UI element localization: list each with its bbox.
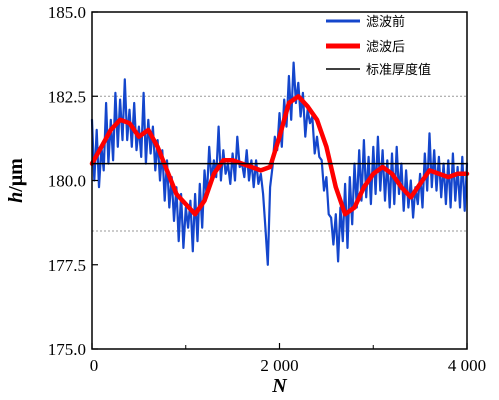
- x-tick-label-2: 4 000: [448, 356, 486, 375]
- x-tick-label-0: 0: [90, 356, 99, 375]
- y-axis-label-unit: /μm: [5, 158, 27, 193]
- legend-label-filtered: 滤波后: [366, 40, 405, 55]
- legend: 滤波前 滤波后 标准厚度值: [326, 14, 431, 78]
- y-tick-label-3: 182.5: [48, 87, 86, 106]
- y-axis-label-symbol: h: [5, 192, 27, 203]
- y-tick-label-1: 177.5: [48, 256, 86, 275]
- x-tick-label-1: 2 000: [260, 356, 298, 375]
- y-tick-label-0: 175.0: [48, 340, 86, 359]
- y-tick-label-4: 185.0: [48, 3, 86, 22]
- axis-ticks: [91, 11, 468, 350]
- series-line-0: [90, 61, 469, 266]
- series-layer: [89, 61, 470, 266]
- y-tick-label-2: 180.0: [48, 172, 86, 191]
- tick-labels: 0 2 000 4 000 175.0 177.5 180.0 182.5 185.0: [48, 3, 486, 375]
- legend-label-raw: 滤波前: [366, 14, 405, 30]
- reference-lines: [92, 95, 467, 232]
- legend-label-standard: 标准厚度值: [366, 62, 431, 78]
- series-line-1: [89, 94, 470, 217]
- x-axis-label: N: [271, 375, 288, 397]
- y-axis-label: h/μm: [5, 158, 27, 203]
